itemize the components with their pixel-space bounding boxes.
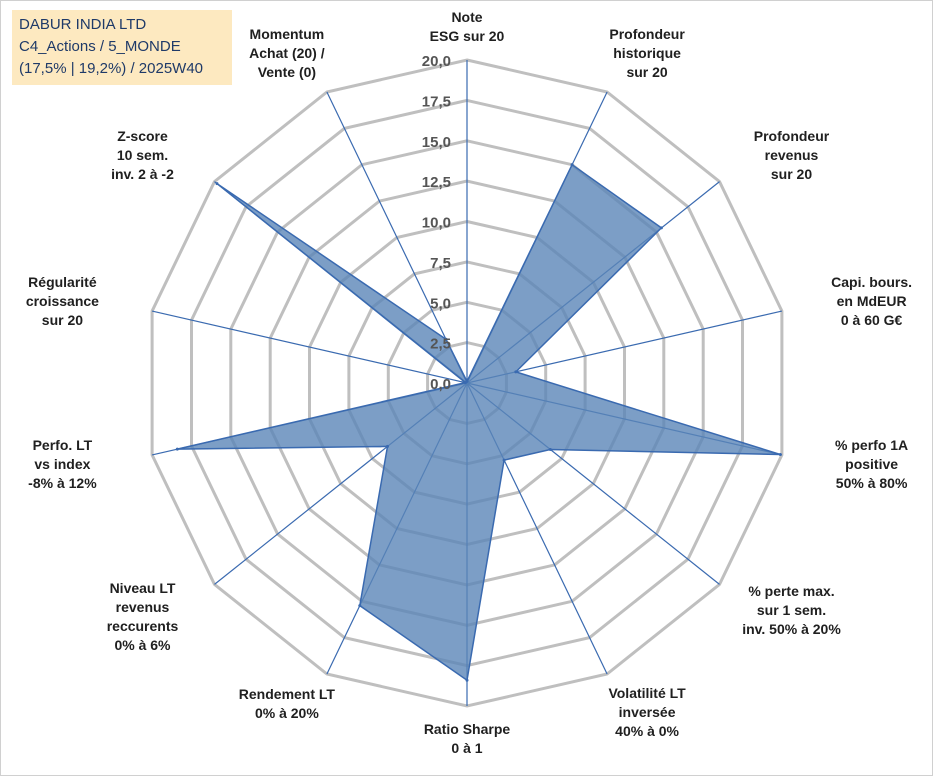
tick-label-4: 10,0 — [422, 215, 451, 232]
spoke-13 — [326, 91, 468, 384]
tick-label-5: 12,5 — [422, 174, 451, 191]
tick-label-3: 7,5 — [430, 255, 451, 272]
axis-label-0: Note ESG sur 20 — [429, 9, 505, 44]
performance-summary: (17,5% | 19,2%) / 2025W40 — [19, 60, 203, 77]
axis-label-10: Perfo. LT vs index -8% à 12% — [28, 436, 97, 491]
spoke-11 — [151, 310, 468, 384]
axis-label-13: Momentum Achat (20) / Vente (0) — [249, 26, 325, 81]
data-point-2 — [659, 226, 663, 230]
axis-label-11: Régularité croissance sur 20 — [25, 274, 99, 329]
data-point-10 — [175, 447, 179, 451]
data-point-12 — [215, 182, 219, 186]
axis-label-12: Z-score 10 sem. inv. 2 à -2 — [111, 127, 174, 182]
company-name: DABUR INDIA LTD — [19, 16, 147, 33]
data-point-9 — [386, 444, 389, 448]
data-point-13 — [444, 337, 448, 341]
axis-label-1: Profondeur historique sur 20 — [609, 26, 685, 81]
axis-label-2: Profondeur revenus sur 20 — [753, 127, 830, 182]
axis-label-3: Capi. bours. en MdEUR 0 à 60 G€ — [831, 274, 913, 329]
data-point-11 — [463, 381, 467, 385]
data-point-8 — [358, 604, 362, 608]
axis-label-9: Niveau LT revenus reccurents 0% à 6% — [106, 579, 179, 653]
data-point-6 — [502, 458, 506, 462]
radial-ticks: 0,0 2,5 5,0 7,5 10,0 12,5 15,0 17,5 20,0 — [422, 53, 451, 393]
data-point-4 — [778, 453, 782, 456]
tick-label-0: 0,0 — [430, 376, 451, 393]
axis-label-6: Volatilité LT inversée 40% à 0% — [608, 684, 686, 739]
data-point-5 — [548, 448, 552, 451]
tick-label-6: 15,0 — [422, 134, 451, 151]
axis-label-7: Ratio Sharpe 0 à 1 — [423, 721, 511, 756]
data-point-1 — [570, 163, 574, 167]
info-box: DABUR INDIA LTD C4_Actions / 5_MONDE (17… — [12, 10, 232, 85]
axis-label-5: % perte max. sur 1 sem. inv. 50% à 20% — [742, 583, 841, 638]
radar-series — [175, 163, 782, 682]
tick-label-1: 2,5 — [430, 336, 451, 353]
data-point-3 — [514, 370, 518, 374]
tick-label-2: 5,0 — [430, 295, 451, 312]
series-area — [177, 163, 781, 682]
category: C4_Actions / 5_MONDE — [19, 38, 181, 55]
spoke-3 — [466, 310, 783, 384]
tick-label-7: 17,5 — [422, 93, 451, 110]
axis-label-8: Rendement LT 0% à 20% — [238, 685, 335, 721]
data-point-7 — [465, 678, 469, 682]
tick-label-8: 20,0 — [422, 53, 451, 70]
axis-label-4: % perfo 1A positive 50% à 80% — [835, 436, 909, 491]
